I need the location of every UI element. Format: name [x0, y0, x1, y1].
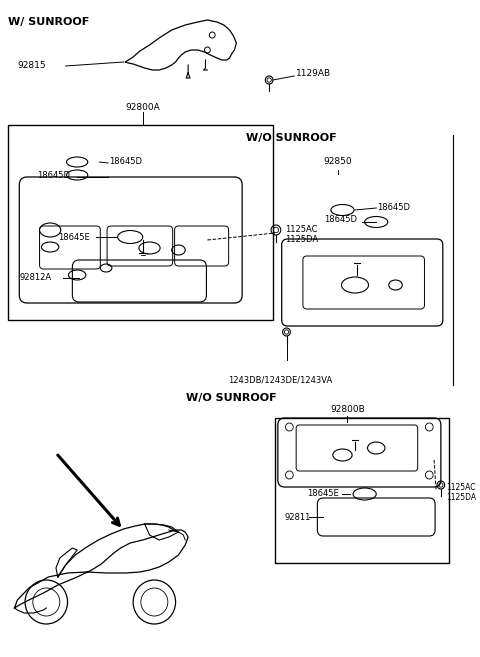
Text: 1243DB/1243DE/1243VA: 1243DB/1243DE/1243VA	[228, 376, 332, 384]
Text: 18645D: 18645D	[324, 215, 357, 225]
Text: 1125AC: 1125AC	[286, 225, 318, 235]
Text: 18645E: 18645E	[58, 233, 90, 242]
Text: W/ SUNROOF: W/ SUNROOF	[8, 17, 89, 27]
Text: 92815: 92815	[17, 60, 46, 70]
Text: 18645D: 18645D	[37, 171, 71, 179]
Text: 1125AC: 1125AC	[447, 484, 476, 493]
Text: W/O SUNROOF: W/O SUNROOF	[186, 393, 277, 403]
Text: 18645E: 18645E	[307, 489, 338, 499]
Text: 18645D: 18645D	[109, 158, 142, 166]
Text: 92800B: 92800B	[330, 405, 365, 415]
Text: 1129AB: 1129AB	[296, 70, 331, 78]
Text: W/O SUNROOF: W/O SUNROOF	[246, 133, 336, 143]
Text: 1125DA: 1125DA	[286, 235, 319, 244]
Text: 92811: 92811	[285, 512, 311, 522]
Text: 92850: 92850	[324, 158, 352, 166]
Text: 1125DA: 1125DA	[447, 493, 477, 501]
Text: 92800A: 92800A	[125, 104, 160, 112]
Text: 18645D: 18645D	[377, 202, 410, 212]
Text: 92812A: 92812A	[19, 273, 51, 283]
